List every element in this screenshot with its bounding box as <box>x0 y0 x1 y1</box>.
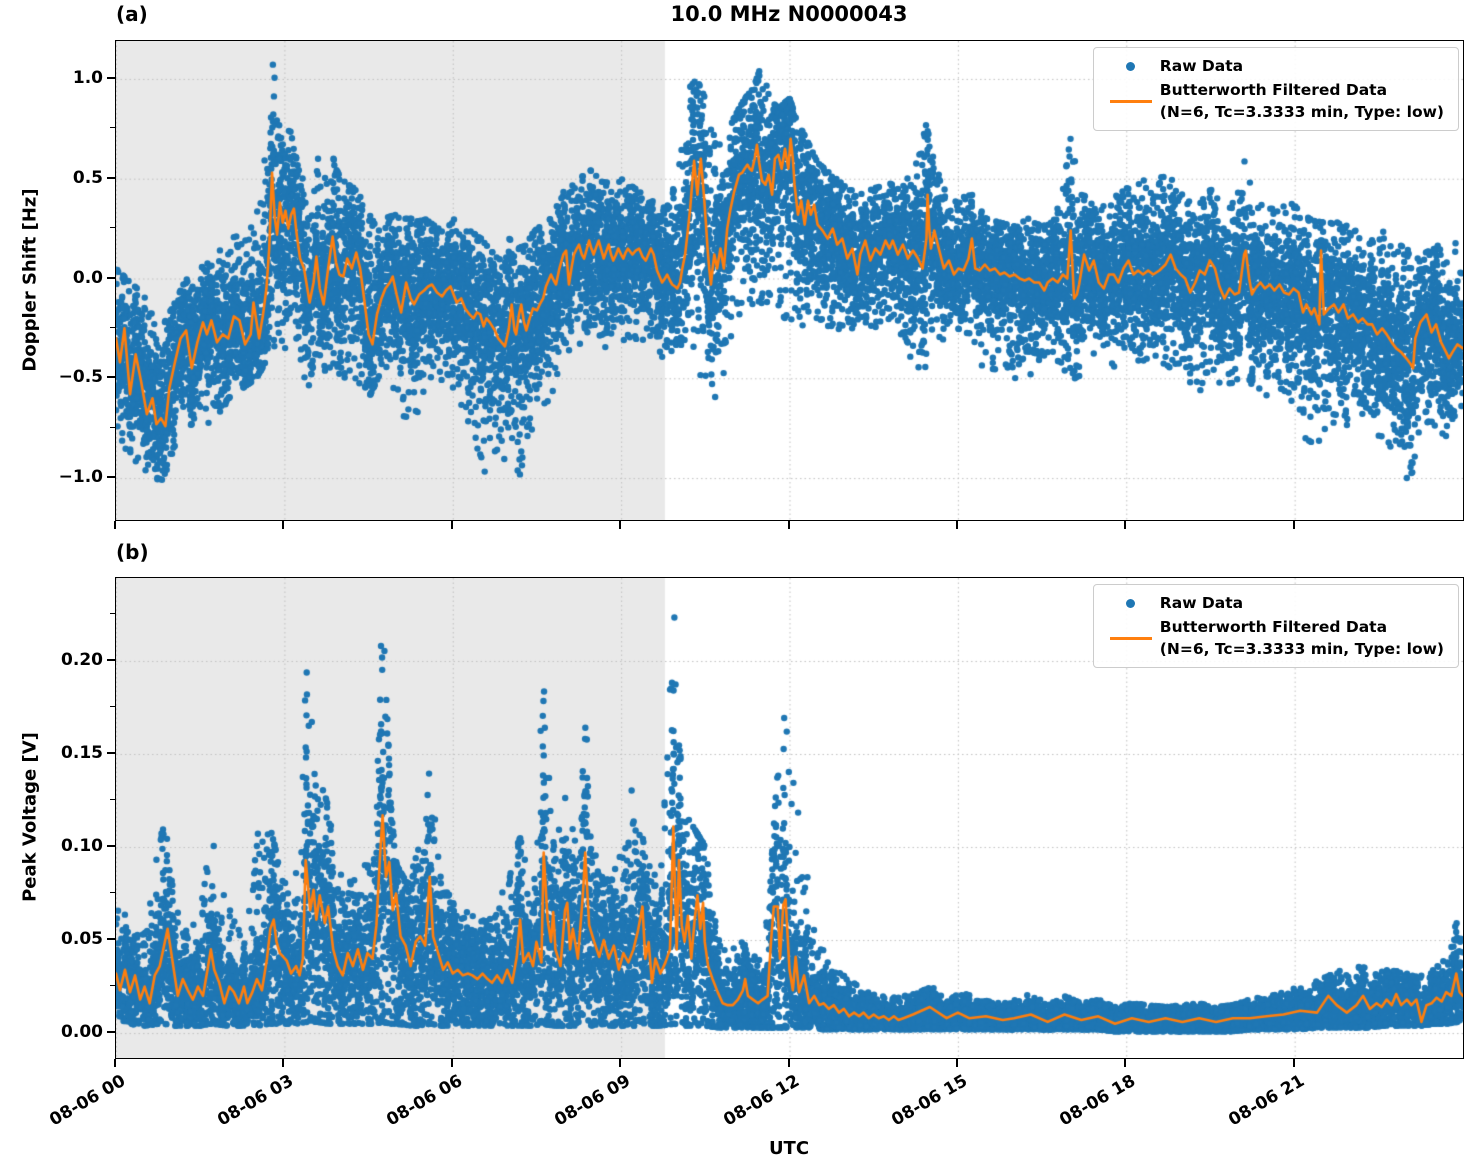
x-tick-label: 08-06 18 <box>1056 1071 1140 1131</box>
filtered-line-icon <box>1109 636 1152 640</box>
y-tick-mark <box>107 176 115 179</box>
y-tick-mark <box>107 752 115 754</box>
y-tick-mark <box>107 376 115 379</box>
x-tick-mark <box>787 521 790 529</box>
y-tick-label: 0.0 <box>72 267 103 288</box>
x-tick-mark <box>1124 521 1127 529</box>
y-minor-tick-mark <box>110 227 115 229</box>
legend-raw-row: Raw Data <box>1102 55 1444 77</box>
legend-plot-b: Raw Data Butterworth Filtered Data (N=6, … <box>1092 584 1459 668</box>
legend-filtered-row: Butterworth Filtered Data (N=6, Tc=3.3333… <box>1102 79 1444 123</box>
x-tick-mark <box>282 1059 285 1067</box>
raw-data-dot-icon <box>1126 598 1136 608</box>
x-tick-mark <box>282 521 285 529</box>
legend-raw-row: Raw Data <box>1102 592 1444 614</box>
panel-b-label: (b) <box>116 540 149 564</box>
filtered-marker-box <box>1102 636 1160 640</box>
y-tick-label: 0.20 <box>61 649 103 670</box>
y-minor-tick-mark <box>110 705 115 707</box>
raw-data-marker-box <box>1102 598 1160 608</box>
x-tick-mark <box>1124 1059 1127 1067</box>
legend-raw-label: Raw Data <box>1159 594 1244 612</box>
x-tick-mark <box>1292 1059 1295 1067</box>
y-minor-tick-mark <box>110 326 115 328</box>
x-tick-label: 08-06 03 <box>214 1071 298 1131</box>
x-tick-label: 08-06 15 <box>888 1071 971 1131</box>
y-minor-tick-mark <box>110 612 115 614</box>
y-tick-mark <box>107 76 115 79</box>
raw-data-marker-box <box>1102 61 1160 71</box>
y-tick-label: 0.15 <box>61 743 103 763</box>
x-tick-mark <box>450 1059 453 1067</box>
filtered-marker-box <box>1102 99 1160 103</box>
x-tick-mark <box>955 1059 958 1067</box>
y-tick-mark <box>107 276 115 279</box>
x-tick-label-anchor: 08-06 12 <box>709 1071 803 1130</box>
x-tick-label-anchor: 08-06 18 <box>1045 1071 1140 1130</box>
legend-filtered-line2: (N=6, Tc=3.3333 min, Type: low) <box>1159 103 1444 121</box>
plot-b-axes: Raw Data Butterworth Filtered Data (N=6, … <box>115 577 1464 1059</box>
y-tick-mark <box>107 658 115 661</box>
y-minor-tick-mark <box>110 426 115 428</box>
y-tick-label: −0.5 <box>58 367 103 388</box>
x-tick-mark <box>955 521 958 529</box>
legend-plot-a: Raw Data Butterworth Filtered Data (N=6, … <box>1092 47 1459 131</box>
plot-a-axes: Raw Data Butterworth Filtered Data (N=6, … <box>115 40 1464 521</box>
y-tick-mark <box>107 1031 115 1034</box>
y-minor-tick-mark <box>110 127 115 129</box>
x-tick-label: 08-06 21 <box>1224 1071 1308 1131</box>
x-tick-label: 08-06 12 <box>719 1071 803 1131</box>
y-minor-tick-mark <box>110 985 115 987</box>
y-tick-mark <box>107 476 115 479</box>
x-tick-label-anchor: 08-06 09 <box>540 1071 634 1130</box>
y-tick-mark <box>107 845 115 848</box>
legend-raw-label: Raw Data <box>1159 57 1244 75</box>
y-tick-label: 1.0 <box>72 67 103 88</box>
legend-filtered-row: Butterworth Filtered Data (N=6, Tc=3.3333… <box>1102 616 1444 660</box>
y-tick-label: 0.5 <box>72 167 103 188</box>
x-tick-mark <box>114 1059 116 1067</box>
x-tick-mark <box>619 1059 622 1067</box>
x-tick-mark <box>619 521 622 529</box>
legend-filtered-label: Butterworth Filtered Data (N=6, Tc=3.3333… <box>1160 616 1444 660</box>
chart-title: 10.0 MHz N0000043 <box>670 2 908 26</box>
panel-a-label: (a) <box>116 2 148 26</box>
x-tick-label-anchor: 08-06 00 <box>35 1071 129 1130</box>
filtered-line-icon <box>1109 99 1152 103</box>
x-tick-label-anchor: 08-06 15 <box>877 1071 971 1130</box>
x-axis-label: UTC <box>768 1138 810 1159</box>
y-tick-label: 0.05 <box>61 929 103 950</box>
x-tick-mark <box>787 1059 790 1067</box>
y-tick-mark <box>107 938 115 941</box>
x-tick-label: 08-06 00 <box>46 1071 129 1131</box>
legend-filtered-line1: Butterworth Filtered Data <box>1159 81 1388 99</box>
x-tick-mark <box>114 521 116 529</box>
x-tick-label: 08-06 09 <box>551 1071 635 1131</box>
y-tick-label: −1.0 <box>58 467 103 488</box>
x-tick-label-anchor: 08-06 06 <box>372 1071 466 1130</box>
y-tick-label: 0.10 <box>61 836 103 857</box>
legend-filtered-line2: (N=6, Tc=3.3333 min, Type: low) <box>1159 640 1444 658</box>
y-minor-tick-mark <box>110 799 115 800</box>
legend-filtered-label: Butterworth Filtered Data (N=6, Tc=3.3333… <box>1160 79 1444 123</box>
x-tick-mark <box>1292 521 1295 529</box>
x-tick-label-anchor: 08-06 03 <box>203 1071 298 1130</box>
raw-data-dot-icon <box>1126 61 1136 71</box>
x-tick-label-anchor: 08-06 21 <box>1214 1071 1308 1130</box>
x-tick-label: 08-06 06 <box>383 1071 466 1131</box>
x-tick-mark <box>450 521 453 529</box>
y-tick-label: 0.00 <box>61 1022 103 1043</box>
y-minor-tick-mark <box>110 892 115 894</box>
legend-filtered-line1: Butterworth Filtered Data <box>1159 618 1388 636</box>
